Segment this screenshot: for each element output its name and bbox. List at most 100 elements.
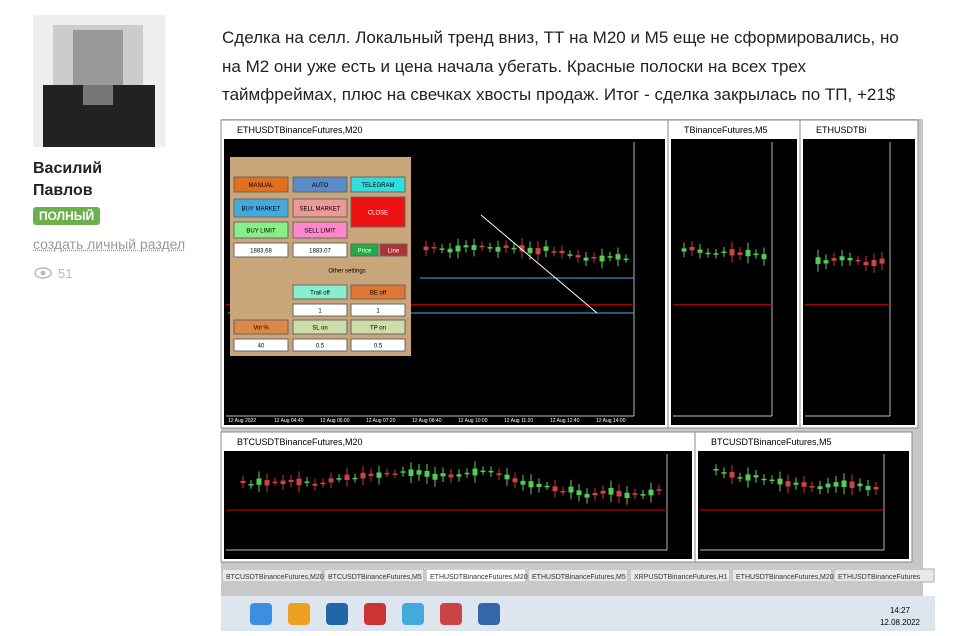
candle [873, 486, 879, 490]
panel-button[interactable] [233, 338, 289, 352]
candle [487, 247, 493, 249]
tab[interactable] [629, 568, 731, 583]
candle [713, 468, 719, 471]
panel-label: Other settings [328, 269, 365, 275]
panel-button[interactable] [292, 176, 348, 193]
panel-label: Trail off [310, 291, 330, 297]
candle [527, 247, 533, 254]
tab-label[interactable]: ETHUSDTBinanceFutures [838, 574, 921, 581]
panel-label: AUTO [312, 183, 329, 189]
candle [544, 485, 550, 488]
candle [815, 257, 821, 265]
tab[interactable] [425, 568, 527, 583]
tab-label[interactable]: ETHUSDTBinanceFutures,M20 [736, 574, 834, 581]
candle [464, 472, 470, 475]
window-title[interactable]: TBinanceFutures,M5 [684, 125, 768, 135]
time-label: 12 Aug 07:20 [366, 418, 396, 424]
panel-button[interactable] [292, 221, 348, 239]
candle [847, 257, 853, 261]
candle [448, 474, 454, 478]
taskbar-icon[interactable] [478, 603, 500, 625]
candle [519, 245, 525, 252]
tab-label[interactable]: ETHUSDTBinanceFutures,M5 [532, 574, 626, 581]
tab[interactable] [323, 568, 425, 583]
taskbar-icon[interactable] [326, 603, 348, 625]
candle [616, 490, 622, 497]
trend-line [480, 214, 598, 314]
tab-label[interactable]: ETHUSDTBinanceFutures,M20 [430, 574, 528, 581]
candle [849, 481, 855, 488]
candle [408, 469, 414, 477]
panel-button[interactable] [233, 319, 289, 335]
panel-button[interactable] [292, 284, 348, 300]
panel-button[interactable] [233, 198, 289, 218]
candle [447, 248, 453, 253]
candle [416, 470, 422, 475]
panel-button[interactable] [350, 196, 406, 228]
candle [793, 482, 799, 485]
candle [431, 247, 437, 249]
window-title[interactable]: ETHUSDTBinanceFutures,M20 [237, 125, 363, 135]
candle [280, 480, 286, 485]
clock-date: 12.08.2022 [880, 618, 921, 627]
candle [503, 245, 509, 248]
panel-label: SELL LIMIT [304, 229, 336, 235]
tab[interactable] [833, 568, 935, 583]
panel-button[interactable] [350, 319, 406, 335]
panel-button[interactable] [292, 198, 348, 218]
panel-button[interactable] [350, 284, 406, 300]
panel-button[interactable] [292, 242, 348, 258]
window-title[interactable]: BTCUSDTBinanceFutures,M5 [711, 437, 832, 447]
tab-label[interactable]: BTCUSDTBinanceFutures,M20 [226, 574, 324, 581]
panel-button[interactable] [233, 176, 289, 193]
window-title[interactable]: ETHUSDTBi [816, 125, 867, 135]
candle [471, 245, 477, 250]
candle [761, 478, 767, 481]
candle [480, 470, 486, 473]
candle [600, 490, 606, 494]
taskbar-icon[interactable] [402, 603, 424, 625]
candle [705, 252, 711, 255]
taskbar-icon[interactable] [364, 603, 386, 625]
candle [825, 483, 831, 488]
tab-label[interactable]: BTCUSDTBinanceFutures,M5 [328, 574, 422, 581]
candle [841, 480, 847, 487]
tab[interactable] [221, 568, 323, 583]
candle [352, 477, 358, 480]
taskbar-icon[interactable] [250, 603, 272, 625]
author-name[interactable]: Василий Павлов [33, 160, 103, 199]
candle [833, 482, 839, 487]
candle [272, 481, 278, 484]
candle [264, 480, 270, 486]
taskbar-icon[interactable] [440, 603, 462, 625]
panel-label: Price [358, 249, 372, 255]
tab[interactable] [527, 568, 629, 583]
time-label: 12 Aug 10:00 [458, 418, 488, 424]
panel-button[interactable] [233, 242, 289, 258]
candle [831, 258, 837, 261]
tab[interactable] [731, 568, 833, 583]
candle [576, 490, 582, 496]
taskbar-icon[interactable] [288, 603, 310, 625]
tab-label[interactable]: XRPUSDTBinanceFutures,H1 [634, 574, 727, 581]
panel-button[interactable] [350, 243, 379, 257]
panel-button[interactable] [292, 338, 348, 352]
panel-button[interactable] [350, 303, 406, 317]
panel-button[interactable] [233, 221, 289, 239]
section-link[interactable]: создать личный раздел [33, 236, 186, 252]
candle [463, 245, 469, 248]
panel-button[interactable] [292, 319, 348, 335]
panel-button[interactable] [379, 243, 408, 257]
candle [785, 481, 791, 487]
candle [376, 472, 382, 478]
panel-button[interactable] [292, 303, 348, 317]
candle [681, 248, 687, 252]
panel-button[interactable] [350, 338, 406, 352]
panel-button[interactable] [350, 176, 406, 193]
candle [504, 474, 510, 480]
window-title[interactable]: BTCUSDTBinanceFutures,M20 [237, 437, 363, 447]
candle [384, 472, 390, 475]
candle [455, 245, 461, 252]
panel-label: CLOSE [368, 211, 388, 217]
candle [777, 478, 783, 485]
